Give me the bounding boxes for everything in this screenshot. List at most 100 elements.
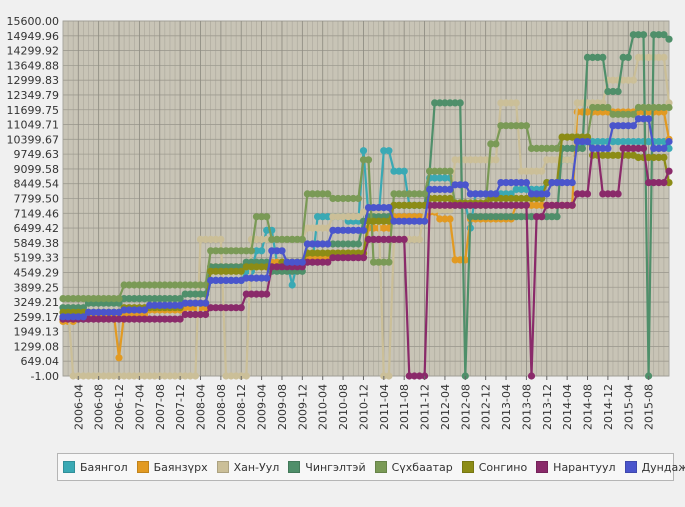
legend-item[interactable]: Дундаж үнэ xyxy=(624,461,685,474)
data-point xyxy=(431,167,439,175)
data-point xyxy=(324,190,332,198)
data-point xyxy=(308,258,317,266)
legend-item[interactable]: Сүхбаатар xyxy=(374,461,453,474)
x-tick-label: 2014-08 xyxy=(582,384,595,430)
data-point xyxy=(609,87,617,96)
data-point xyxy=(191,310,199,319)
data-point xyxy=(176,295,184,303)
data-point xyxy=(461,201,469,209)
data-point xyxy=(395,201,403,209)
legend-label: Чингэлтэй xyxy=(305,460,366,474)
data-point xyxy=(100,315,108,323)
data-point xyxy=(614,138,622,146)
data-point xyxy=(619,122,627,130)
data-point xyxy=(660,53,668,62)
data-point xyxy=(568,201,576,209)
data-point xyxy=(74,313,82,321)
data-point xyxy=(100,308,108,316)
legend-item[interactable]: Чингэлтэй xyxy=(288,460,366,474)
data-point xyxy=(69,372,77,380)
data-point xyxy=(237,267,245,275)
data-point xyxy=(354,213,362,221)
data-point xyxy=(95,295,103,303)
data-point xyxy=(339,213,347,221)
data-point xyxy=(502,99,510,107)
data-point xyxy=(105,308,113,316)
legend-item[interactable]: Баянзүрх xyxy=(136,461,208,474)
data-point xyxy=(74,295,82,303)
data-point xyxy=(497,213,505,221)
data-point xyxy=(604,190,612,198)
data-point xyxy=(660,103,668,112)
data-point xyxy=(629,138,638,146)
data-point xyxy=(583,138,592,146)
data-point xyxy=(135,315,143,323)
data-point xyxy=(380,235,388,243)
data-point xyxy=(548,156,556,164)
data-point xyxy=(181,299,189,307)
series-8 xyxy=(59,115,673,321)
legend-swatch xyxy=(288,461,301,473)
data-point xyxy=(217,304,225,312)
data-point xyxy=(466,156,474,164)
data-point xyxy=(624,53,632,62)
data-point xyxy=(385,235,393,243)
data-point xyxy=(120,372,128,380)
legend-item[interactable]: Сонгино xyxy=(461,461,527,474)
data-point xyxy=(69,313,77,321)
legend-item[interactable]: Баянгол xyxy=(63,461,128,474)
data-point xyxy=(563,179,571,187)
data-point xyxy=(212,304,220,312)
y-tick-label: 1949.13 xyxy=(14,326,60,339)
data-point xyxy=(655,31,663,39)
x-tick-label: 2015-04 xyxy=(622,384,635,430)
data-point xyxy=(212,267,220,275)
data-point xyxy=(589,53,597,62)
data-point xyxy=(441,167,449,175)
data-point xyxy=(639,115,648,123)
data-point xyxy=(466,201,474,209)
data-point xyxy=(146,315,154,323)
data-point xyxy=(665,35,673,43)
data-point xyxy=(314,249,322,257)
legend-swatch xyxy=(461,461,474,473)
data-point xyxy=(415,372,424,380)
y-tick-label: 4549.29 xyxy=(14,266,60,279)
legend-swatch xyxy=(624,461,637,473)
data-point xyxy=(522,201,531,209)
legend-swatch xyxy=(374,461,387,473)
data-point xyxy=(629,144,638,152)
data-point xyxy=(196,290,205,298)
data-point xyxy=(456,99,464,107)
data-point xyxy=(533,201,541,209)
data-point xyxy=(252,213,261,221)
data-point xyxy=(619,144,627,152)
data-point xyxy=(502,179,510,187)
data-point xyxy=(90,295,98,303)
data-point xyxy=(421,190,429,198)
data-point xyxy=(334,194,342,203)
data-point xyxy=(568,133,576,141)
data-point xyxy=(431,185,439,193)
data-point xyxy=(533,213,541,221)
data-point xyxy=(507,99,515,107)
data-point xyxy=(90,308,98,316)
data-point xyxy=(217,247,225,255)
data-point xyxy=(624,138,632,146)
data-point xyxy=(563,144,571,152)
data-point xyxy=(232,267,240,275)
legend-item[interactable]: Хан-Уул xyxy=(216,460,280,474)
legend-label: Хан-Уул xyxy=(233,460,280,474)
data-point xyxy=(79,372,87,380)
data-point xyxy=(207,267,215,275)
data-point xyxy=(303,240,311,248)
data-point xyxy=(583,108,592,116)
data-point xyxy=(655,179,663,187)
data-point xyxy=(252,274,261,282)
data-point xyxy=(293,258,301,266)
data-point xyxy=(415,190,424,198)
legend-item[interactable]: Нарантуул xyxy=(536,461,616,474)
y-tick-label: 14949.96 xyxy=(7,30,60,43)
